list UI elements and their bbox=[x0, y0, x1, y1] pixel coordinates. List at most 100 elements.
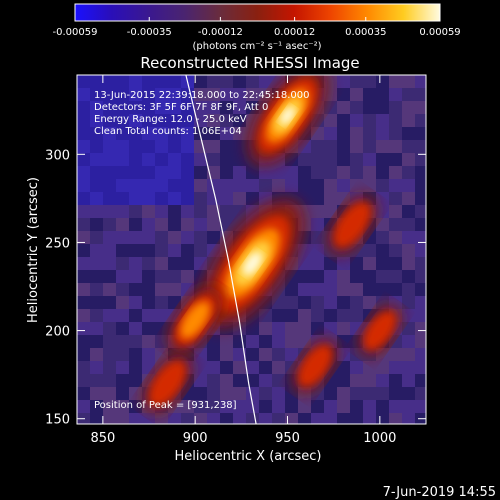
texture-cell bbox=[77, 205, 90, 218]
texture-cell bbox=[324, 400, 337, 413]
texture-cell bbox=[350, 101, 363, 114]
texture-cell bbox=[116, 387, 129, 400]
texture-cell bbox=[233, 205, 246, 218]
texture-cell bbox=[233, 127, 246, 140]
texture-cell bbox=[103, 218, 116, 231]
texture-cell bbox=[168, 127, 181, 140]
texture-cell bbox=[142, 231, 155, 244]
texture-cell bbox=[77, 101, 90, 114]
texture-cell bbox=[207, 244, 220, 257]
texture-cell bbox=[181, 140, 194, 153]
x-tick-label: 950 bbox=[275, 431, 300, 446]
texture-cell bbox=[259, 348, 272, 361]
y-tick-label: 300 bbox=[45, 148, 70, 163]
texture-cell bbox=[259, 179, 272, 192]
texture-cell bbox=[142, 101, 155, 114]
texture-cell bbox=[415, 257, 426, 270]
texture-cell bbox=[155, 309, 168, 322]
texture-cell bbox=[298, 192, 311, 205]
texture-cell bbox=[168, 75, 181, 88]
texture-cell bbox=[77, 374, 90, 387]
texture-cell bbox=[402, 309, 415, 322]
texture-cell bbox=[363, 75, 376, 88]
texture-cell bbox=[298, 296, 311, 309]
texture-cell bbox=[116, 283, 129, 296]
texture-cell bbox=[155, 257, 168, 270]
texture-cell bbox=[311, 257, 324, 270]
texture-cell bbox=[220, 205, 233, 218]
texture-cell bbox=[246, 335, 259, 348]
texture-cell bbox=[324, 127, 337, 140]
texture-cell bbox=[194, 218, 207, 231]
texture-cell bbox=[402, 88, 415, 101]
texture-cell bbox=[220, 101, 233, 114]
footer-date: 7-Jun-2019 14:55 bbox=[383, 485, 496, 500]
texture-cell bbox=[220, 114, 233, 127]
texture-cell bbox=[129, 270, 142, 283]
texture-cell bbox=[220, 140, 233, 153]
texture-cell bbox=[207, 179, 220, 192]
texture-cell bbox=[402, 205, 415, 218]
texture-cell bbox=[363, 361, 376, 374]
texture-cell bbox=[259, 309, 272, 322]
texture-cell bbox=[90, 400, 103, 413]
emission-source bbox=[143, 353, 192, 414]
emission-sources bbox=[143, 75, 402, 414]
texture-cell bbox=[129, 205, 142, 218]
texture-cell bbox=[116, 75, 129, 88]
colorbar-tick-label: -0.00012 bbox=[198, 27, 243, 38]
texture-cell bbox=[402, 218, 415, 231]
texture-cell bbox=[90, 218, 103, 231]
texture-cell bbox=[155, 192, 168, 205]
texture-cell bbox=[311, 283, 324, 296]
texture-cell bbox=[194, 387, 207, 400]
texture-cell bbox=[285, 179, 298, 192]
texture-cell bbox=[233, 114, 246, 127]
texture-cell bbox=[116, 413, 129, 424]
texture-cell bbox=[324, 309, 337, 322]
texture-cell bbox=[116, 244, 129, 257]
texture-cell bbox=[285, 309, 298, 322]
texture-cell bbox=[337, 413, 350, 424]
y-axis: 150 200 250 300 bbox=[45, 148, 426, 428]
texture-cell bbox=[207, 127, 220, 140]
texture-cell bbox=[324, 413, 337, 424]
texture-cell bbox=[90, 374, 103, 387]
texture-cell bbox=[168, 88, 181, 101]
texture-cell bbox=[389, 387, 402, 400]
texture-cell bbox=[311, 270, 324, 283]
texture-cell bbox=[350, 166, 363, 179]
texture-cell bbox=[415, 179, 426, 192]
texture-cell bbox=[207, 348, 220, 361]
texture-cell bbox=[363, 374, 376, 387]
texture-cell bbox=[298, 244, 311, 257]
texture-cell bbox=[324, 140, 337, 153]
texture-cell bbox=[376, 361, 389, 374]
texture-cell bbox=[103, 179, 116, 192]
texture-cell bbox=[155, 231, 168, 244]
texture-cell bbox=[259, 361, 272, 374]
texture-cell bbox=[272, 400, 285, 413]
texture-cell bbox=[90, 283, 103, 296]
texture-cell bbox=[142, 140, 155, 153]
texture-cell bbox=[415, 348, 426, 361]
texture-cell bbox=[142, 270, 155, 283]
texture-cell bbox=[220, 153, 233, 166]
texture-cell bbox=[324, 296, 337, 309]
texture-cell bbox=[298, 322, 311, 335]
texture-cell bbox=[363, 179, 376, 192]
texture-cell bbox=[129, 283, 142, 296]
texture-cell bbox=[376, 296, 389, 309]
texture-cell bbox=[376, 140, 389, 153]
texture-cell bbox=[402, 283, 415, 296]
texture-cell bbox=[311, 218, 324, 231]
texture-cell bbox=[233, 179, 246, 192]
texture-cell bbox=[90, 179, 103, 192]
texture-cell bbox=[155, 283, 168, 296]
texture-cell bbox=[415, 361, 426, 374]
texture-cell bbox=[350, 88, 363, 101]
texture-cell bbox=[246, 166, 259, 179]
texture-cell bbox=[350, 179, 363, 192]
texture-cell bbox=[90, 244, 103, 257]
texture-cell bbox=[350, 348, 363, 361]
